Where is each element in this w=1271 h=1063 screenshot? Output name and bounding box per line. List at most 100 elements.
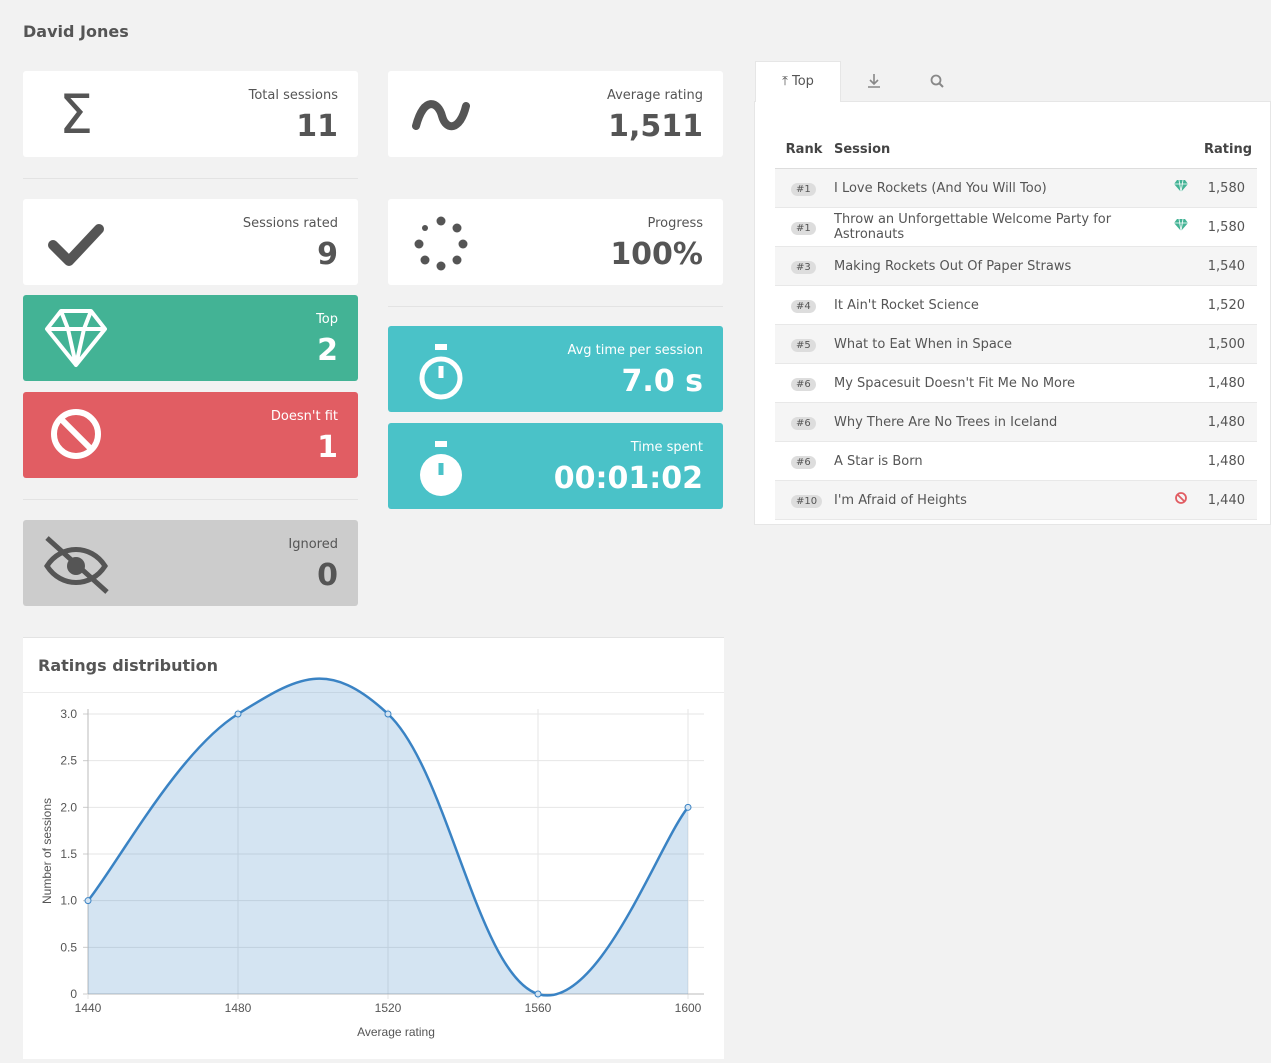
y-tick-label: 1.0	[60, 894, 77, 908]
table-row: #1 I Love Rockets (And You Will Too) 1,580	[775, 168, 1257, 208]
separator	[23, 692, 724, 693]
icon	[420, 441, 462, 496]
cell	[1165, 363, 1197, 403]
rank-badge: #3	[791, 260, 816, 274]
point	[234, 710, 242, 718]
icon	[412, 100, 470, 131]
rank-badge: #1	[791, 182, 816, 196]
chart: Average rating Number of sessions 0 0.5 1.…	[40, 677, 704, 1039]
y-tick-label: 0	[70, 987, 77, 1001]
tab-label: Top	[791, 74, 814, 89]
line	[87, 677, 689, 997]
stat-value: 0	[317, 558, 338, 593]
cell	[1165, 480, 1197, 520]
separator	[23, 499, 358, 500]
chart-panel	[23, 637, 724, 1059]
rank-badge: #6	[791, 416, 816, 430]
stat-card: Ignored 0	[23, 520, 358, 606]
y-tick-label: 3.0	[60, 707, 77, 721]
x-tick-label: 1560	[525, 1001, 552, 1015]
point	[684, 803, 692, 811]
table-row: #6 A Star is Born 1,480	[775, 441, 1257, 481]
table-row: #6 My Spacesuit Doesn't Fit Me No More 1,4…	[775, 363, 1257, 403]
cell: #4	[775, 285, 833, 325]
stat-card: Top 2	[23, 295, 358, 381]
session-title: I'm Afraid of Heights	[833, 480, 1165, 520]
search-tab[interactable]	[927, 71, 947, 91]
icon	[51, 409, 101, 459]
rank-badge: #4	[791, 299, 816, 313]
cell	[1165, 207, 1197, 247]
separator	[388, 306, 723, 307]
chart-title: Ratings distribution	[38, 656, 219, 675]
cell	[1165, 246, 1197, 286]
x-axis-label: Average rating	[357, 1025, 435, 1039]
stat-value: 1	[317, 430, 338, 465]
icon	[45, 309, 107, 367]
rating: 1,580	[1197, 207, 1257, 247]
session-title: A Star is Born	[833, 441, 1165, 481]
point	[534, 990, 542, 998]
cell: #3	[775, 246, 833, 286]
cell: #6	[775, 441, 833, 481]
cell: #5	[775, 324, 833, 364]
svg-text:Σ: Σ	[59, 83, 93, 146]
cell: #10	[775, 480, 833, 520]
stat-label: Average rating	[606, 88, 703, 103]
cell	[1165, 285, 1197, 325]
cell	[1165, 402, 1197, 442]
stat-card: Avg time per session 7.0 s	[388, 326, 723, 412]
cell	[1165, 168, 1197, 208]
stat-label: Avg time per session	[567, 343, 703, 358]
stat-label: Sessions rated	[242, 216, 338, 231]
icon	[44, 536, 109, 594]
stat-value: 00:01:02	[553, 461, 703, 496]
stat-card: Σ Total sessions 11	[23, 71, 358, 157]
column-header: Rank	[775, 131, 833, 169]
stat-label: Top	[316, 312, 338, 327]
rating: 1,480	[1197, 402, 1257, 442]
stat-value: 11	[296, 109, 338, 144]
page-title: David Jones	[23, 22, 129, 41]
x-tick-label: 1440	[75, 1001, 102, 1015]
y-tick-label: 0.5	[60, 940, 77, 954]
stat-label: Ignored	[288, 537, 338, 552]
ranking-table: Rank Session Rating #1 I Love Rockets (An…	[775, 131, 1257, 520]
rating: 1,540	[1197, 246, 1257, 286]
session-title: Why There Are No Trees in Iceland	[833, 402, 1165, 442]
top-icon	[1174, 218, 1188, 232]
stat-card: Average rating 1,511	[388, 71, 723, 157]
icon	[414, 216, 468, 271]
download-tab[interactable]	[864, 71, 884, 91]
cell: #6	[775, 363, 833, 403]
stat-value: 100%	[610, 237, 703, 272]
column-header: Rating	[1197, 131, 1257, 169]
tab[interactable]: ⤒ Top	[755, 61, 841, 102]
separator	[23, 178, 358, 179]
stat-card: Progress 100%	[388, 199, 723, 285]
rank-badge: #6	[791, 377, 816, 391]
cell: #6	[775, 402, 833, 442]
icon	[48, 224, 104, 266]
session-title: I Love Rockets (And You Will Too)	[833, 168, 1165, 208]
rating: 1,580	[1197, 168, 1257, 208]
area	[88, 678, 688, 996]
session-title: My Spacesuit Doesn't Fit Me No More	[833, 363, 1165, 403]
top-icon	[1174, 179, 1188, 193]
x-tick-label: 1600	[675, 1001, 702, 1015]
stat-label: Doesn't fit	[270, 409, 338, 424]
icon	[419, 344, 463, 400]
table-row: #6 Why There Are No Trees in Iceland 1,480	[775, 402, 1257, 442]
stat-card: Time spent 00:01:02	[388, 423, 723, 509]
table-row: #10 I'm Afraid of Heights 1,440	[775, 480, 1257, 520]
stat-card: Sessions rated 9	[23, 199, 358, 285]
session-title: It Ain't Rocket Science	[833, 285, 1165, 325]
rank-badge: #6	[791, 455, 816, 469]
x-tick-label: 1480	[225, 1001, 252, 1015]
x-tick-label: 1520	[375, 1001, 402, 1015]
stat-value: 2	[317, 333, 338, 368]
rating: 1,480	[1197, 441, 1257, 481]
cell: #1	[775, 168, 833, 208]
stat-value: 7.0 s	[621, 364, 703, 399]
